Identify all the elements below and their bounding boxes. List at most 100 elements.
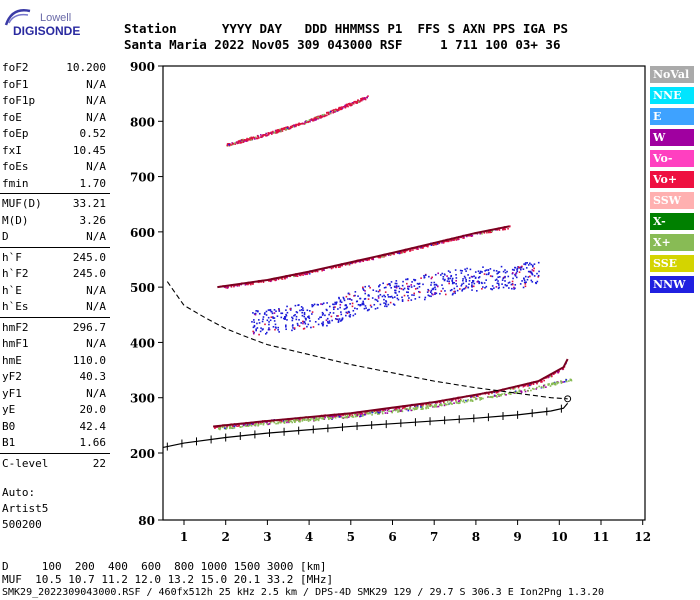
echo-point — [455, 283, 457, 285]
echo-point — [266, 319, 269, 322]
echo-point — [462, 399, 465, 402]
echo-point — [252, 330, 254, 333]
echo-point — [322, 269, 324, 271]
echo-point — [466, 400, 468, 403]
echo-point — [487, 273, 490, 276]
echo-point — [480, 398, 483, 401]
echo-point — [413, 294, 415, 297]
echo-point — [554, 383, 556, 385]
echo-point — [563, 380, 566, 383]
echo-point — [295, 315, 298, 318]
echo-point — [252, 332, 255, 335]
echo-point — [314, 270, 317, 273]
echo-point — [363, 307, 366, 310]
param-row-hes: h`Es N/A — [2, 299, 106, 315]
echo-point — [274, 323, 277, 326]
echo-point — [491, 396, 494, 399]
echo-point — [289, 308, 292, 310]
echo-point — [410, 409, 413, 412]
echo-point — [233, 285, 235, 288]
param-value: N/A — [86, 160, 106, 173]
x-tick-label: 4 — [305, 530, 313, 544]
param-value: 296.7 — [72, 320, 106, 334]
echo-point — [426, 245, 428, 248]
echo-point — [456, 289, 459, 292]
echo-point — [251, 321, 253, 323]
echo-point — [463, 401, 466, 404]
echo-point — [489, 275, 492, 277]
echo-point — [252, 283, 254, 285]
echo-point — [360, 413, 362, 416]
echo-point — [276, 315, 279, 317]
echo-point — [278, 331, 280, 333]
echo-point — [362, 97, 365, 99]
echo-point — [318, 417, 320, 420]
echo-point — [308, 418, 311, 421]
echo-point — [307, 316, 310, 319]
echo-point — [531, 269, 534, 271]
echo-point — [293, 314, 295, 317]
echo-point — [230, 427, 233, 429]
echo-point — [236, 285, 239, 287]
echo-point — [454, 292, 456, 295]
echo-point — [471, 282, 473, 284]
echo-point — [367, 298, 370, 300]
echo-point — [431, 288, 434, 290]
echo-point — [390, 295, 393, 298]
echo-point — [483, 232, 486, 234]
echo-point — [518, 389, 521, 392]
echo-point — [532, 383, 535, 385]
echo-point — [529, 262, 531, 265]
echo-point — [418, 290, 420, 293]
echo-point — [255, 422, 258, 425]
echo-point — [361, 303, 363, 306]
echo-point — [365, 412, 367, 415]
echo-point — [379, 303, 382, 306]
echo-point — [362, 303, 364, 305]
y-tick-label: 800 — [130, 115, 155, 129]
echo-point — [394, 409, 397, 412]
echo-point — [565, 380, 568, 383]
echo-point — [250, 136, 253, 139]
echo-point — [349, 314, 352, 316]
echo-point — [490, 231, 493, 234]
echo-point — [398, 287, 401, 290]
echo-point — [560, 380, 562, 382]
echo-point — [472, 285, 475, 288]
echo-point — [344, 416, 347, 419]
echo-point — [314, 119, 316, 121]
echo-point — [262, 328, 264, 330]
echo-point — [410, 284, 413, 286]
param-label: MUF(D) — [2, 197, 42, 210]
echo-point — [436, 285, 439, 288]
echo-point — [254, 138, 256, 140]
echo-point — [339, 320, 342, 322]
echo-point — [311, 313, 313, 315]
echo-point — [241, 139, 243, 141]
echo-point — [291, 126, 293, 128]
echo-point — [396, 297, 399, 300]
echo-point — [331, 319, 333, 322]
echo-point — [414, 298, 417, 300]
echo-point — [371, 297, 374, 299]
echo-point — [345, 105, 348, 107]
echo-point — [560, 382, 563, 384]
param-value: 33.21 — [72, 197, 106, 210]
echo-point — [373, 410, 376, 413]
echo-point — [282, 420, 285, 422]
x-tick-label: 5 — [347, 530, 355, 544]
echo-point — [303, 321, 306, 323]
echo-point — [314, 320, 317, 323]
echo-point — [357, 295, 359, 297]
echo-point — [504, 393, 506, 396]
echo-point — [304, 122, 307, 124]
echo-point — [480, 397, 483, 399]
echo-point — [359, 297, 361, 300]
param-value: 245.0 — [72, 267, 106, 280]
echo-point — [264, 333, 267, 335]
echo-point — [371, 411, 374, 414]
echo-point — [518, 390, 520, 393]
echo-point — [293, 275, 295, 278]
echo-point — [244, 425, 247, 427]
echo-point — [450, 288, 453, 291]
